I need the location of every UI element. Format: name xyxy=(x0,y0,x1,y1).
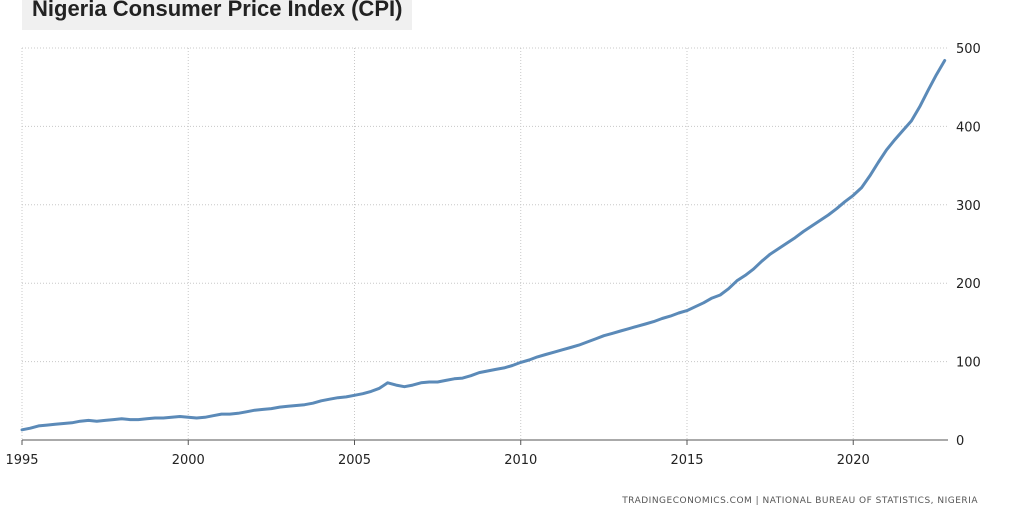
y-tick-label: 0 xyxy=(956,434,964,449)
x-tick-label: 2020 xyxy=(837,453,870,468)
y-tick-label: 500 xyxy=(956,42,981,57)
y-tick-label: 300 xyxy=(956,199,981,214)
x-tick-label: 1995 xyxy=(5,453,38,468)
horizontal-gridlines xyxy=(22,47,948,363)
y-tick-label: 200 xyxy=(956,277,981,292)
x-axis-tick-labels: 1995 2000 2005 2010 2015 2020 xyxy=(5,453,869,468)
x-tick-label: 2010 xyxy=(504,453,537,468)
y-axis-tick-labels: 0 100 200 300 400 500 xyxy=(956,42,981,449)
y-tick-label: 100 xyxy=(956,356,981,371)
vertical-gridlines xyxy=(21,48,854,440)
y-tick-label: 400 xyxy=(956,120,981,135)
x-tick-label: 2000 xyxy=(172,453,205,468)
source-credit: TRADINGECONOMICS.COM | NATIONAL BUREAU O… xyxy=(622,496,978,506)
x-tick-label: 2015 xyxy=(670,453,703,468)
cpi-series-line xyxy=(20,59,947,432)
x-axis-ticks xyxy=(21,440,854,445)
x-tick-label: 2005 xyxy=(338,453,371,468)
chart-title: Nigeria Consumer Price Index (CPI) xyxy=(32,0,403,21)
chart-title-box: Nigeria Consumer Price Index (CPI) xyxy=(22,0,413,30)
